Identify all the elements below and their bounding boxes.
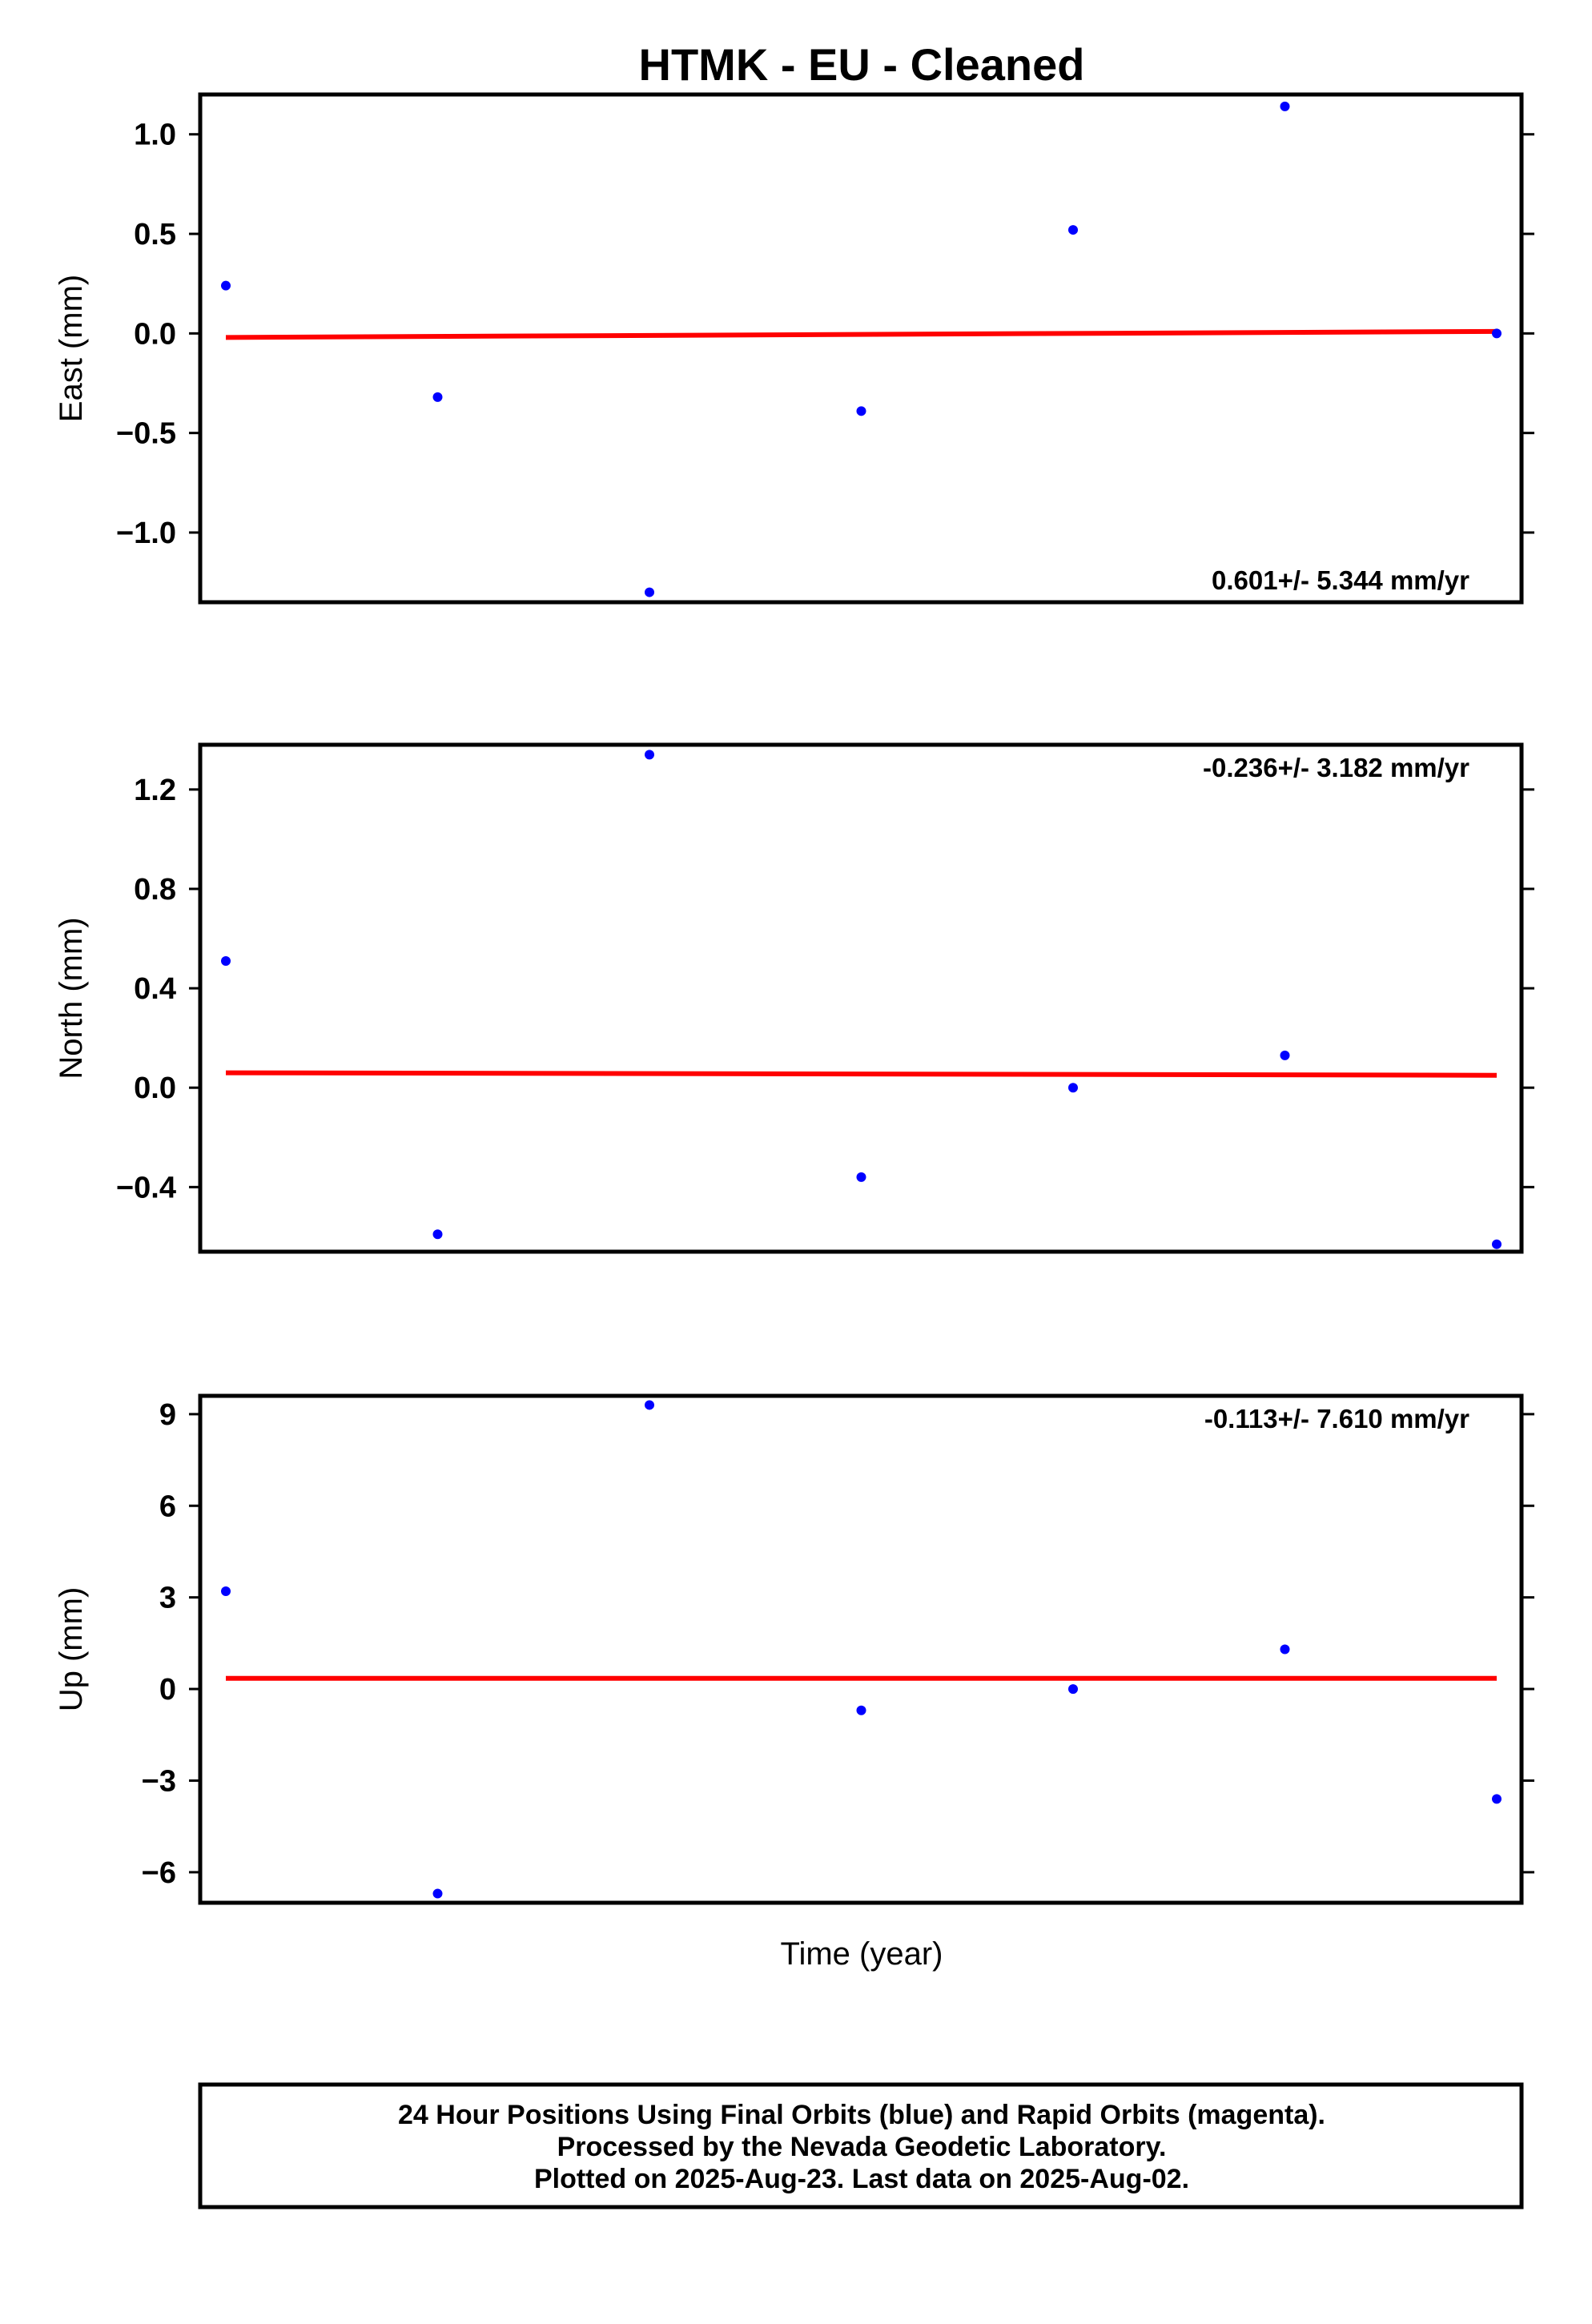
footer-frame (198, 2082, 1524, 2209)
up-rate-label: -0.113+/- 7.610 mm/yr (1204, 1404, 1469, 1433)
north-ytick-label: 0.8 (134, 873, 176, 907)
north-ytick-label: −0.4 (116, 1171, 176, 1204)
north-data-point (1068, 1083, 1078, 1093)
north-ytick-label: 0.4 (134, 972, 176, 1006)
east-trend-line (225, 328, 1498, 340)
east-data-point (221, 280, 231, 291)
north-data-point (221, 955, 231, 966)
east-frame (198, 92, 1524, 605)
east-data-point (1068, 225, 1078, 235)
up-ytick-label: −3 (142, 1764, 176, 1798)
east-ytick-label: 0.0 (134, 317, 176, 351)
east-y-axis-label: East (mm) (54, 275, 89, 422)
up-frame (198, 1393, 1524, 1905)
panels: 1.0 0.5 0.0 −0.5 −1.0 East (mm) 0.601+/- 5.344… (54, 92, 1534, 1905)
north-y-axis-label: North (mm) (54, 917, 89, 1079)
north-ytick-label: 1.2 (134, 774, 176, 807)
up-data-point (645, 1400, 654, 1410)
east-ytick-label: 1.0 (134, 119, 176, 152)
north-trend-line (225, 1070, 1498, 1078)
up-data-point (432, 1888, 443, 1899)
footer-box: 24 Hour Positions Using Final Orbits (bl… (198, 2082, 1524, 2209)
chart-title: HTMK - EU - Cleaned (639, 39, 1085, 90)
up-ytick-label: 9 (159, 1398, 176, 1432)
up-ytick-label: 6 (159, 1490, 176, 1523)
east-data-point (856, 406, 866, 416)
north-ytick-label: 0.0 (134, 1072, 176, 1105)
north-data-point (1492, 1239, 1502, 1249)
up-data-point (856, 1705, 866, 1715)
up-data-point (1492, 1794, 1502, 1804)
up-ytick-label: 0 (159, 1673, 176, 1707)
east-rate-label: 0.601+/- 5.344 mm/yr (1212, 565, 1469, 595)
east-ytick-label: 0.5 (134, 218, 176, 251)
up-data-point (1068, 1684, 1078, 1695)
up-ytick-label: −6 (142, 1856, 176, 1890)
up-y-axis-label: Up (mm) (54, 1587, 89, 1712)
north-data-point (1280, 1050, 1290, 1060)
east-data-point (1492, 328, 1502, 339)
up-ytick-label: 3 (159, 1582, 176, 1615)
north-rate-label: -0.236+/- 3.182 mm/yr (1203, 753, 1469, 782)
x-axis-label: Time (year) (781, 1936, 943, 1972)
up-panel: 9 6 3 0 −3 −6 Up (mm) -0.113+/- 7.610 mm/yr (54, 1393, 1534, 1905)
east-data-point (645, 587, 654, 597)
north-data-point (856, 1172, 866, 1182)
north-data-point (645, 750, 654, 760)
east-data-point (432, 392, 443, 402)
up-data-point (1280, 1644, 1290, 1655)
east-data-point (1280, 101, 1290, 111)
north-data-point (432, 1229, 443, 1240)
north-frame (198, 742, 1524, 1254)
east-ytick-label: −0.5 (116, 417, 176, 451)
east-panel: 1.0 0.5 0.0 −0.5 −1.0 East (mm) 0.601+/- 5.344… (54, 92, 1534, 605)
footer-line-3: Plotted on 2025-Aug-23. Last data on 202… (534, 2164, 1189, 2194)
north-panel: 1.2 0.8 0.4 0.0 −0.4 North (mm) -0.236+/- 3.18… (54, 742, 1534, 1254)
footer-line-2: Processed by the Nevada Geodetic Laborat… (557, 2132, 1167, 2162)
footer-line-1: 24 Hour Positions Using Final Orbits (bl… (398, 2100, 1325, 2130)
east-ytick-label: −1.0 (116, 517, 176, 550)
up-data-point (221, 1586, 231, 1597)
